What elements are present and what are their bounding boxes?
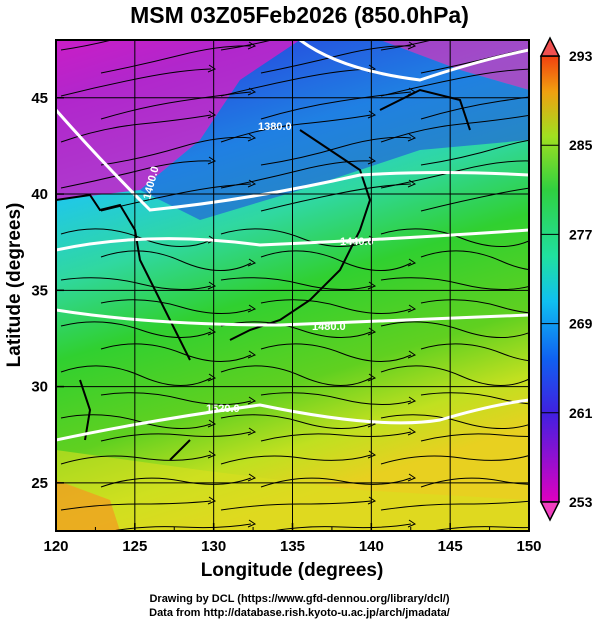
stream-arrow: [247, 396, 257, 405]
streamline: [60, 414, 529, 430]
stream-arrow: [407, 304, 417, 313]
stream-arrow: [407, 41, 417, 50]
stream-arrow: [407, 179, 417, 188]
streamline: [60, 277, 529, 291]
y-tick-label: 25: [31, 475, 48, 492]
stream-arrow: [247, 179, 257, 188]
stream-arrow: [207, 156, 217, 165]
streamline: [60, 114, 529, 143]
y-axis: 25 30 35 40 45: [31, 90, 64, 492]
stream-arrow: [207, 281, 217, 290]
x-tick-label: 145: [438, 538, 463, 555]
contour-label-5: 1520.0: [206, 403, 240, 415]
streamlines: [60, 19, 575, 531]
stream-arrow: [208, 19, 215, 26]
x-axis-label: Longitude (degrees): [201, 560, 384, 581]
streamline: [100, 343, 529, 363]
cold-region-ne: [380, 40, 529, 90]
streamline: [100, 250, 529, 272]
footer-source: Data from http://database.rish.kyoto-u.a…: [149, 607, 450, 619]
stream-arrow: [207, 373, 217, 382]
contour-label-1: 1380.0: [258, 121, 292, 133]
x-tick-label: 120: [43, 538, 68, 555]
colorbar-min-arrow: [539, 501, 561, 522]
colorbar-tick-label: 253: [569, 494, 593, 510]
x-tick-label: 150: [516, 538, 541, 555]
stream-arrow: [568, 305, 575, 312]
stream-arrow: [528, 19, 535, 26]
stream-arrow: [247, 133, 257, 142]
stream-arrow: [368, 19, 375, 26]
streamline: [60, 365, 529, 387]
colorbar-tick-label: 269: [569, 316, 593, 332]
stream-arrow: [247, 427, 257, 436]
stream-arrow: [568, 520, 575, 527]
streamline: [100, 392, 529, 406]
streamline: [100, 431, 529, 442]
stream-arrow: [247, 304, 257, 313]
streamline: [100, 183, 529, 212]
stream-arrow: [207, 419, 217, 428]
stream-arrow: [207, 496, 217, 505]
stream-arrow: [207, 327, 217, 336]
y-tick-label: 30: [31, 379, 48, 396]
x-tick-label: 130: [201, 538, 226, 555]
streamline: [100, 299, 529, 315]
stream-arrow: [568, 180, 575, 187]
stream-arrow: [207, 64, 217, 73]
stream-arrow: [247, 41, 257, 50]
stream-arrow: [247, 258, 257, 267]
streamline: [100, 136, 529, 166]
stream-arrow: [247, 87, 257, 96]
stream-arrow: [568, 259, 575, 266]
colorbar-tick-label: 261: [569, 405, 593, 421]
stream-arrow: [568, 474, 575, 481]
stream-arrow: [407, 519, 417, 528]
stream-arrow: [407, 427, 417, 436]
stream-arrow: [568, 351, 575, 358]
graticule: [56, 40, 529, 531]
stream-arrow: [207, 450, 217, 459]
streamline: [60, 160, 529, 189]
colorbar-tick-label: 285: [569, 137, 593, 153]
colorbar-tick-label: 293: [569, 48, 593, 64]
stream-arrow: [568, 428, 575, 435]
x-tick-label: 140: [359, 538, 384, 555]
stream-arrow: [568, 88, 575, 95]
stream-arrow: [247, 519, 257, 528]
stream-arrow: [407, 133, 417, 142]
contour-label-3: 1440.0: [340, 236, 374, 248]
stream-arrow: [407, 473, 417, 482]
stream-arrow: [247, 473, 257, 482]
stream-arrow: [407, 350, 417, 359]
y-tick-label: 35: [31, 282, 48, 299]
colorbar-max-arrow: [539, 36, 561, 57]
streamline: [60, 68, 529, 97]
streamline: [109, 523, 529, 531]
streamline: [60, 321, 529, 339]
map-title: MSM 03Z05Feb2026 (850.0hPa): [130, 2, 469, 28]
blue-band: [140, 40, 529, 220]
streamline: [60, 500, 529, 511]
hot-corner: [56, 480, 120, 531]
stream-arrow: [247, 350, 257, 359]
streamline: [60, 454, 529, 465]
footer-credit: Drawing by DCL (https://www.gfd-dennou.o…: [149, 593, 450, 605]
colorbar: 293 285 277 269 261 253: [539, 36, 593, 522]
x-tick-label: 125: [122, 538, 147, 555]
y-tick-label: 45: [31, 90, 48, 107]
streamline: [100, 91, 529, 120]
contour-label-4: 1480.0: [312, 321, 346, 333]
stream-arrow: [407, 258, 417, 267]
stream-arrow: [407, 396, 417, 405]
x-tick-label: 135: [280, 538, 305, 555]
y-axis-label: Latitude (degrees): [4, 203, 25, 368]
stream-arrow: [568, 397, 575, 404]
x-axis: 120 125 130 135 140 145 150: [43, 523, 542, 555]
stream-arrow: [207, 110, 217, 119]
colorbar-tick-label: 277: [569, 226, 593, 242]
y-tick-label: 40: [31, 186, 48, 203]
